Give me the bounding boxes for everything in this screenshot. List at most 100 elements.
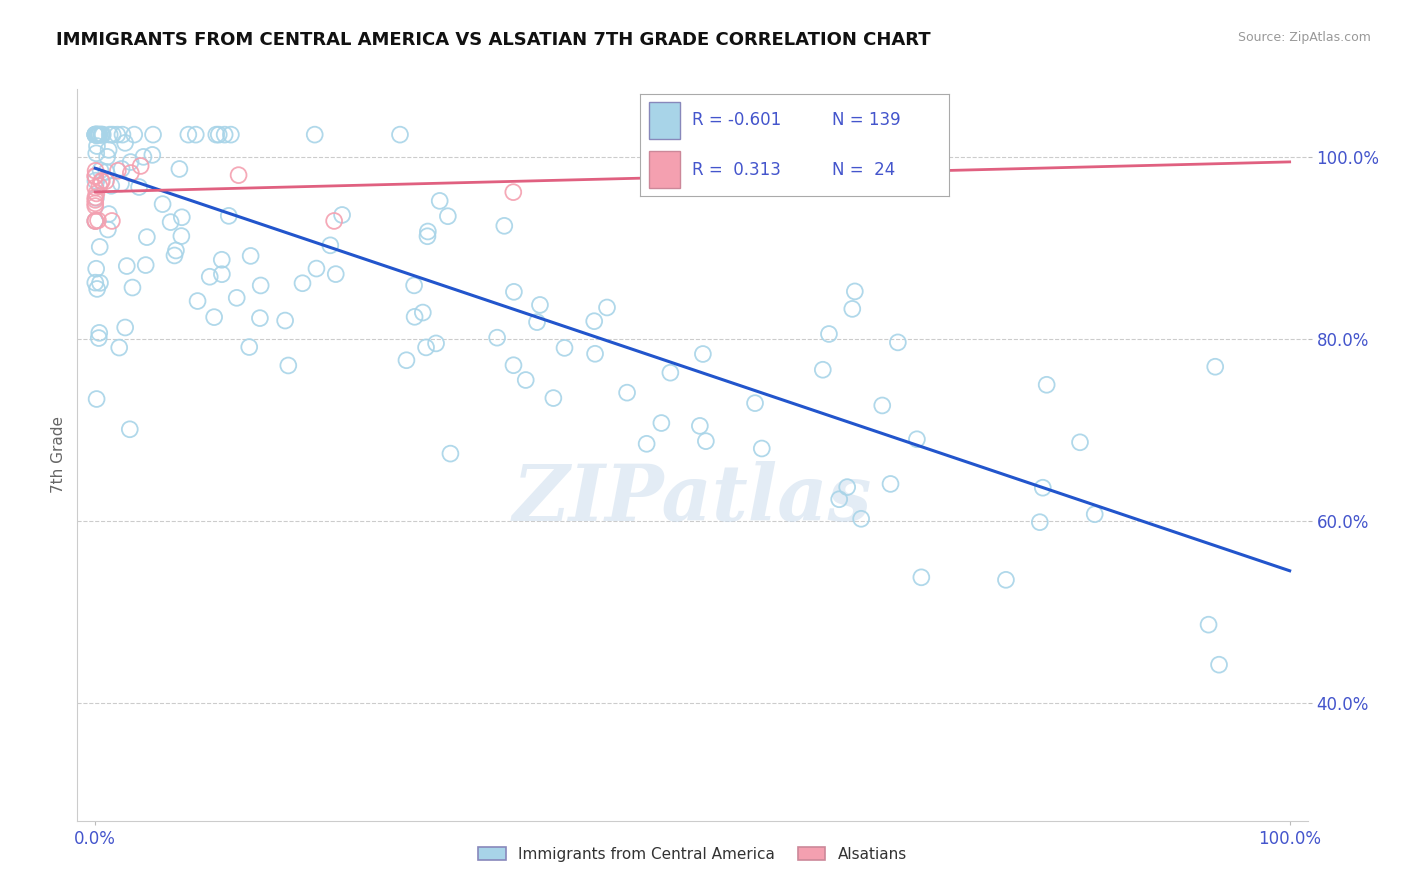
Point [650, 416, 672, 430]
Point [90, 128, 112, 142]
Point [219, 128, 242, 142]
Text: R =  0.313: R = 0.313 [692, 161, 782, 178]
Point [170, 229, 193, 244]
Point [86, 128, 108, 142]
Point [90, 174, 112, 188]
Point [225, 291, 247, 305]
Point [1035, 377, 1057, 392]
Point [249, 311, 271, 326]
Point [91, 128, 114, 142]
Point [529, 298, 551, 312]
Point [97, 222, 120, 236]
Point [218, 209, 240, 223]
Point [105, 128, 128, 142]
Point [84, 163, 107, 178]
Point [636, 437, 658, 451]
Point [159, 215, 181, 229]
Point [274, 313, 297, 327]
Point [89, 128, 111, 142]
Point [84, 214, 107, 228]
Point [86, 392, 108, 406]
Point [692, 347, 714, 361]
Point [84, 169, 107, 184]
Point [905, 432, 928, 446]
Point [84, 214, 107, 228]
Text: IMMIGRANTS FROM CENTRAL AMERICA VS ALSATIAN 7TH GRADE CORRELATION CHART: IMMIGRANTS FROM CENTRAL AMERICA VS ALSAT… [56, 31, 931, 49]
Point [177, 128, 200, 142]
Point [416, 229, 439, 244]
Point [86, 139, 108, 153]
Point [1204, 359, 1226, 374]
Point [412, 305, 434, 319]
Point [94, 174, 117, 188]
Point [97, 143, 120, 157]
FancyBboxPatch shape [650, 151, 681, 188]
Point [84, 196, 107, 211]
Point [429, 194, 451, 208]
Point [388, 128, 411, 142]
Point [404, 310, 426, 324]
Point [404, 278, 426, 293]
Point [689, 418, 711, 433]
Point [84, 128, 107, 142]
Point [887, 335, 910, 350]
Point [87, 331, 110, 345]
Point [319, 238, 342, 252]
Point [515, 373, 537, 387]
Point [596, 301, 619, 315]
Point [291, 277, 314, 291]
Point [84, 191, 107, 205]
Point [128, 180, 150, 194]
Text: ZIPatlas: ZIPatlas [513, 460, 872, 537]
Point [1198, 617, 1220, 632]
Point [142, 128, 165, 142]
Point [84, 174, 107, 188]
Point [120, 155, 142, 169]
Point [811, 363, 834, 377]
Point [486, 331, 509, 345]
Point [239, 249, 262, 263]
Point [84, 190, 107, 204]
Point [152, 197, 174, 211]
Point [330, 208, 353, 222]
Point [163, 248, 186, 262]
Point [583, 314, 606, 328]
Point [89, 163, 111, 178]
Point [89, 326, 111, 340]
Point [844, 285, 866, 299]
Point [211, 267, 233, 281]
Point [205, 128, 228, 142]
Point [526, 315, 548, 329]
Point [208, 128, 231, 142]
Point [837, 480, 859, 494]
Point [111, 128, 134, 142]
Point [84, 193, 107, 207]
Point [170, 211, 193, 225]
Point [425, 336, 447, 351]
Text: N =  24: N = 24 [831, 161, 894, 178]
Point [135, 258, 157, 272]
Point [120, 166, 142, 180]
Point [96, 150, 118, 164]
Point [118, 422, 141, 436]
Point [325, 267, 347, 281]
Point [543, 391, 565, 405]
Point [395, 353, 418, 368]
Point [554, 341, 576, 355]
Point [616, 385, 638, 400]
Point [849, 512, 872, 526]
Point [744, 396, 766, 410]
Point [198, 269, 221, 284]
Point [828, 492, 851, 507]
Point [184, 128, 207, 142]
Point [89, 276, 111, 290]
Text: N = 139: N = 139 [831, 112, 900, 129]
Point [214, 128, 236, 142]
Point [135, 230, 157, 244]
Point [86, 186, 108, 201]
Point [994, 573, 1017, 587]
Point [1208, 657, 1230, 672]
Point [169, 161, 191, 176]
Point [416, 225, 439, 239]
Point [439, 447, 461, 461]
